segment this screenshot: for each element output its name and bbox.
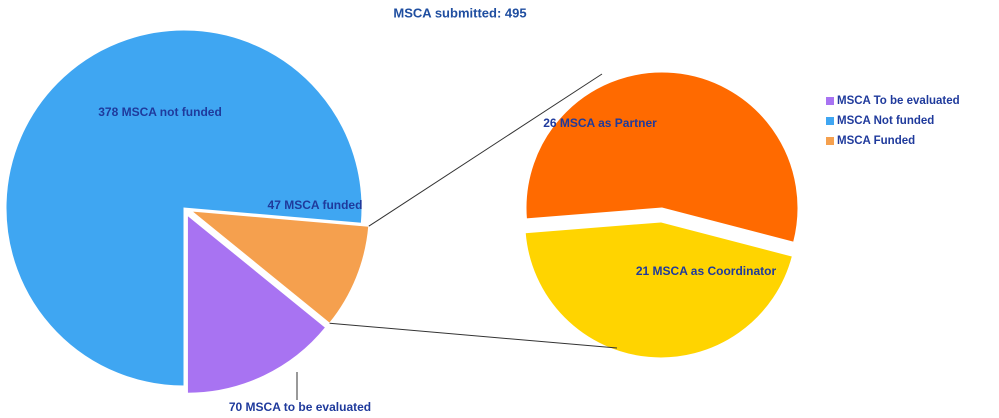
data-label: 70 MSCA to be evaluated xyxy=(229,400,371,414)
data-label: 47 MSCA funded xyxy=(268,198,363,212)
pie-slice xyxy=(186,214,327,394)
legend-swatch xyxy=(826,137,834,145)
data-label: 26 MSCA as Partner xyxy=(543,116,657,130)
pie-slice xyxy=(5,29,363,387)
pie-slice xyxy=(524,221,794,359)
data-label: 378 MSCA not funded xyxy=(98,105,222,119)
chart-title: MSCA submitted: 495 xyxy=(393,5,526,20)
legend-swatch xyxy=(826,117,834,125)
pie-slice xyxy=(525,71,799,243)
connector-line xyxy=(329,322,618,349)
data-label: 21 MSCA as Coordinator xyxy=(636,264,777,278)
legend-swatch xyxy=(826,97,834,105)
legend-label: MSCA Not funded xyxy=(837,115,934,127)
legend-label: MSCA Funded xyxy=(837,135,915,147)
pie-slice xyxy=(189,210,370,324)
connector-line xyxy=(368,73,603,227)
legend-label: MSCA To be evaluated xyxy=(837,95,960,107)
